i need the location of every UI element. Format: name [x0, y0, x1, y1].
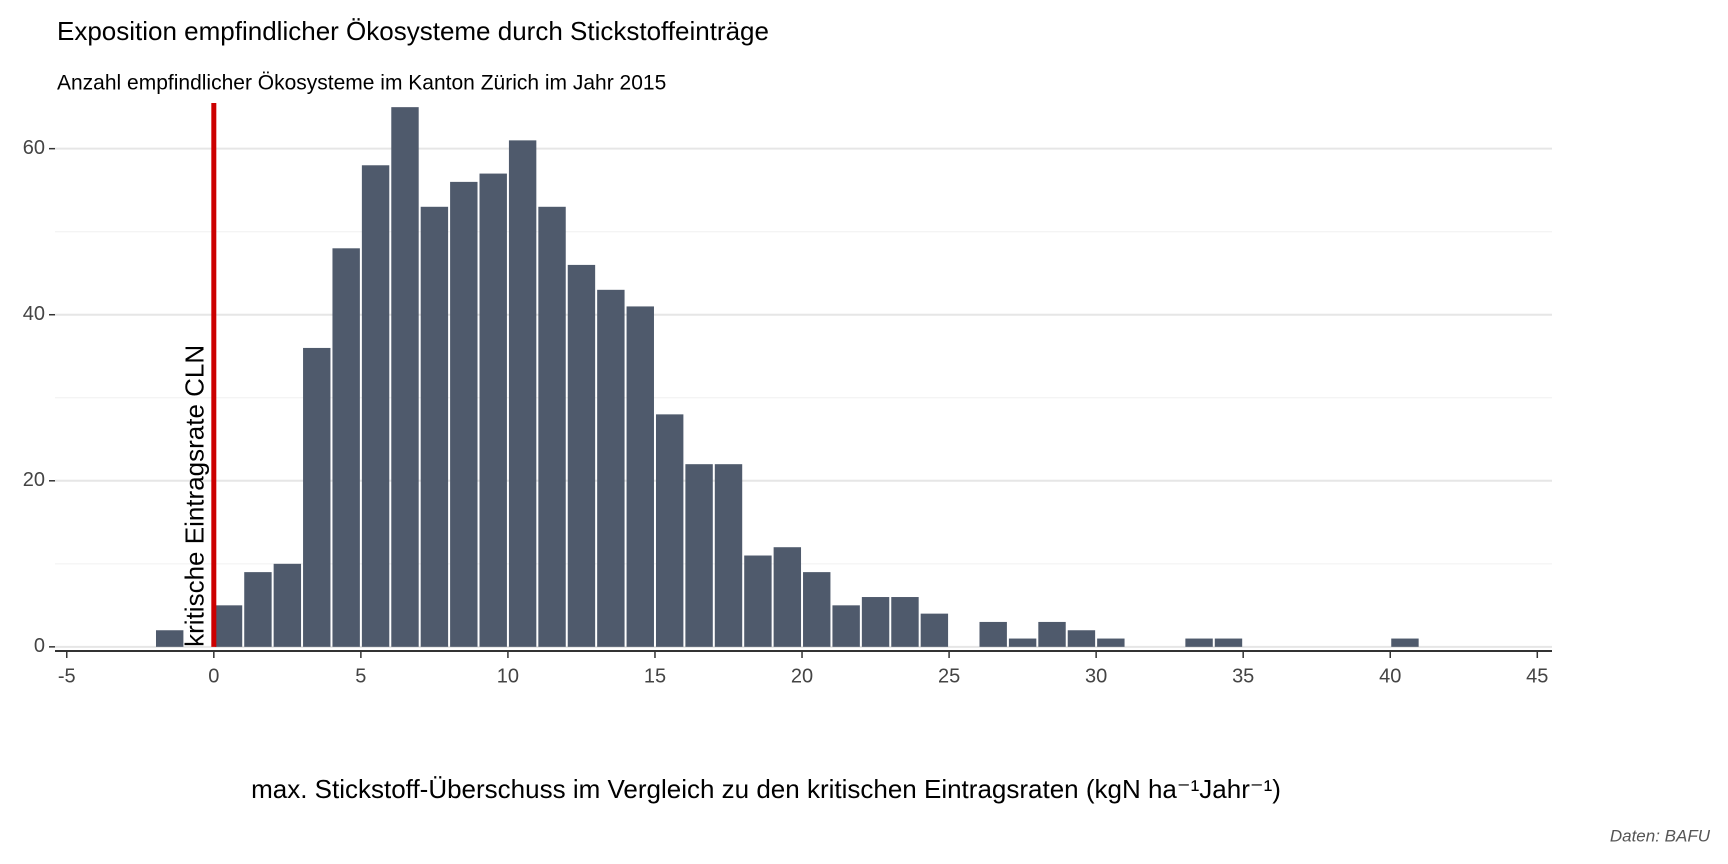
- x-tick-label: 5: [355, 665, 366, 687]
- bar: [714, 464, 743, 647]
- x-tick-label: 35: [1232, 665, 1254, 687]
- x-tick-label: 15: [644, 665, 666, 687]
- chart-title: Exposition empfindlicher Ökosysteme durc…: [57, 16, 769, 46]
- bar: [567, 264, 596, 647]
- bar: [1391, 638, 1419, 647]
- bar: [920, 613, 949, 647]
- bar: [1214, 638, 1243, 647]
- bar: [1038, 621, 1066, 647]
- y-tick-label: 20: [23, 469, 45, 491]
- bar: [508, 140, 537, 647]
- bar: [332, 248, 360, 647]
- bar: [155, 630, 184, 647]
- bar: [1008, 638, 1037, 647]
- bar: [391, 107, 419, 647]
- x-tick-label: 20: [791, 665, 813, 687]
- y-tick-label: 60: [23, 137, 45, 159]
- bar: [979, 621, 1007, 647]
- bar: [861, 597, 890, 647]
- y-tick-label: 0: [34, 635, 45, 657]
- bar: [891, 597, 919, 647]
- x-tick-label: 25: [938, 665, 960, 687]
- bar: [1185, 638, 1213, 647]
- x-tick-label: 40: [1379, 665, 1401, 687]
- bar: [361, 165, 390, 647]
- reference-label: kritische Eintragsrate CLN: [180, 345, 210, 647]
- x-tick-label: 30: [1085, 665, 1107, 687]
- chart-subtitle: Anzahl empfindlicher Ökosysteme im Kanto…: [57, 72, 666, 95]
- x-tick-label: 10: [497, 665, 519, 687]
- bar: [626, 306, 654, 647]
- bar: [244, 572, 272, 647]
- bar: [832, 605, 860, 647]
- bar: [420, 206, 449, 647]
- x-axis-label: max. Stickstoff-Überschuss im Vergleich …: [251, 774, 1281, 804]
- x-tick-label: 0: [208, 665, 219, 687]
- y-tick-label: 40: [23, 303, 45, 325]
- bar: [655, 414, 684, 647]
- x-tick-label: 45: [1526, 665, 1548, 687]
- bar: [773, 547, 802, 647]
- bar: [303, 347, 331, 647]
- bar: [538, 206, 566, 647]
- caption: Daten: BAFU: [1610, 826, 1711, 845]
- x-tick-label: -5: [58, 665, 76, 687]
- bar: [597, 289, 625, 647]
- bar: [1067, 630, 1096, 647]
- bar: [685, 464, 713, 647]
- bar: [273, 563, 302, 647]
- bar: [214, 605, 243, 647]
- bar: [803, 572, 831, 647]
- bar: [450, 181, 478, 647]
- bar: [744, 555, 772, 647]
- bar: [1097, 638, 1125, 647]
- bar: [479, 173, 507, 647]
